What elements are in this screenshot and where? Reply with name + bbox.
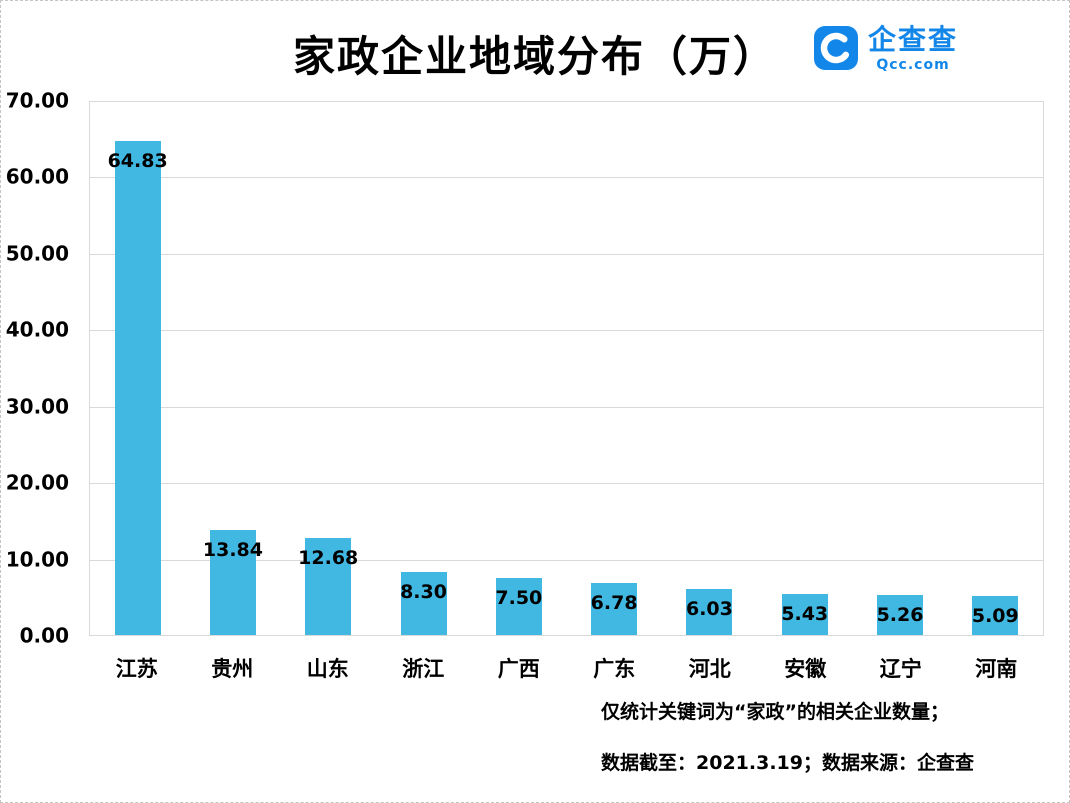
y-axis-tick-label: 10.00	[5, 547, 69, 572]
bar: 5.26	[876, 594, 924, 635]
gridline	[90, 559, 1043, 561]
chart-title: 家政企业地域分布（万）	[292, 32, 777, 81]
bar-slot: 6.03	[662, 102, 757, 635]
qcc-logo-domain: Qcc.com	[876, 57, 950, 74]
bar: 6.03	[685, 589, 733, 635]
qcc-logo-name: 企查查	[868, 23, 959, 56]
bar-slot: 12.68	[281, 102, 376, 635]
x-axis: 江苏 贵州 山东 浙江 广西 广东 河北 安徽 辽宁 河南	[89, 653, 1044, 683]
qcc-logo: 企查查 Qcc.com	[813, 25, 958, 75]
bar: 5.43	[781, 593, 829, 635]
qcc-logo-text: 企查查 Qcc.com	[868, 23, 959, 74]
x-axis-label: 江苏	[115, 657, 158, 681]
gridline	[90, 330, 1043, 332]
bar-slot: 13.84	[185, 102, 280, 635]
x-axis-label: 广西	[497, 657, 540, 681]
bar-slot: 6.78	[566, 102, 661, 635]
bar-value-label: 6.03	[685, 598, 733, 621]
footnotes: 仅统计关键词为“家政”的相关企业数量； 数据截至：2021.3.19；数据来源：…	[601, 697, 974, 799]
bar-slot: 5.09	[948, 102, 1043, 635]
y-axis-tick-label: 20.00	[5, 470, 69, 495]
qcc-logo-icon	[813, 25, 859, 75]
bar: 7.50	[495, 577, 543, 635]
bar-value-label: 7.50	[495, 586, 543, 609]
bar-value-label: 8.30	[400, 580, 447, 603]
y-axis-tick-label: 40.00	[5, 317, 69, 342]
gridline	[90, 406, 1043, 408]
gridline	[90, 177, 1043, 179]
footnote-line-2: 数据截至：2021.3.19；数据来源：企查查	[601, 752, 974, 774]
bar-slot: 64.83	[90, 102, 185, 635]
gridline	[90, 253, 1043, 255]
bar-value-label: 13.84	[202, 538, 263, 561]
x-axis-label: 广东	[593, 657, 636, 681]
bar: 5.09	[971, 596, 1019, 635]
y-axis-tick-label: 30.00	[5, 394, 69, 419]
bar-value-label: 5.26	[876, 603, 924, 626]
bar: 64.83	[108, 141, 168, 635]
bar-value-label: 6.78	[590, 592, 638, 615]
bar-slot: 8.30	[376, 102, 471, 635]
x-axis-label: 河北	[688, 657, 731, 681]
plot-area: 64.83 13.84 12.68 8.30 7.50 6.78 6.03 5.43 5.26 5…	[89, 101, 1044, 636]
bar-value-label: 5.09	[971, 605, 1019, 628]
bar-slot: 5.26	[852, 102, 947, 635]
x-axis-label: 山东	[306, 657, 349, 681]
footnote-line-1: 仅统计关键词为“家政”的相关企业数量；	[601, 701, 949, 723]
y-axis-tick-label: 60.00	[5, 164, 69, 189]
x-axis-label: 贵州	[211, 657, 254, 681]
y-axis-tick-label: 0.00	[19, 623, 69, 648]
bar-slot: 7.50	[471, 102, 566, 635]
bar-value-label: 5.43	[781, 602, 829, 625]
x-axis-label: 河南	[975, 657, 1018, 681]
bar: 8.30	[400, 571, 447, 635]
x-axis-label: 辽宁	[879, 657, 922, 681]
bar-value-label: 64.83	[107, 150, 168, 173]
bar: 12.68	[298, 538, 358, 635]
gridline	[90, 483, 1043, 485]
y-axis: 0.00 10.00 20.00 30.00 40.00 50.00 60.00 70.00	[1, 89, 81, 648]
bar: 13.84	[203, 529, 263, 635]
bar-value-label: 12.68	[298, 547, 359, 570]
bar-slot: 5.43	[757, 102, 852, 635]
bar: 6.78	[590, 583, 638, 635]
bar-series: 64.83 13.84 12.68 8.30 7.50 6.78 6.03 5.43 5.26 5…	[90, 102, 1043, 635]
x-axis-label: 浙江	[402, 657, 445, 681]
y-axis-tick-label: 70.00	[5, 88, 69, 113]
x-axis-label: 安徽	[784, 657, 827, 681]
y-axis-tick-label: 50.00	[5, 241, 69, 266]
